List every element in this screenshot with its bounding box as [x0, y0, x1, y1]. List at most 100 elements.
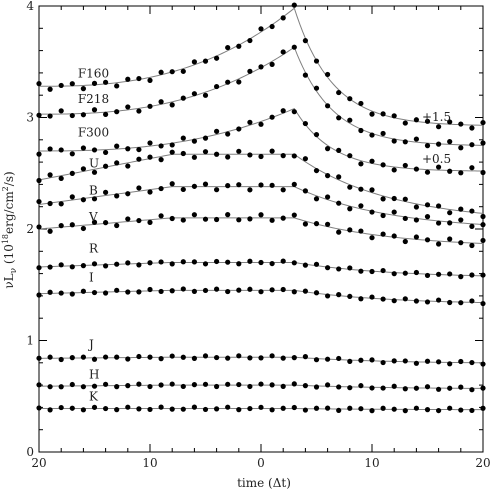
- data-point-f300: [413, 166, 419, 172]
- data-point-f218: [225, 79, 231, 85]
- data-point-k: [347, 405, 353, 411]
- data-point-v: [391, 233, 397, 239]
- data-point-r: [202, 261, 209, 267]
- data-point-j: [447, 361, 453, 367]
- data-point-u: [280, 153, 286, 159]
- data-point-u: [291, 153, 297, 159]
- data-point-j: [269, 353, 275, 359]
- data-point-u: [269, 148, 275, 154]
- data-point-f300: [114, 143, 120, 149]
- series-label-f160: F160: [78, 66, 109, 80]
- x-tick-label: 20: [475, 456, 490, 470]
- data-point-r: [336, 266, 342, 272]
- series-labels: F160 F218 F300 UBV R I J HK +1.5 +0.5: [78, 66, 451, 403]
- x-axis-label: time (Δt): [237, 476, 291, 490]
- data-point-i: [91, 289, 98, 296]
- data-point-f300: [325, 146, 331, 152]
- data-point-r: [247, 258, 253, 264]
- data-point-f160: [180, 68, 186, 74]
- data-point-u: [114, 160, 120, 166]
- data-point-f160: [247, 37, 253, 44]
- data-point-f300: [158, 143, 164, 149]
- data-point-f218: [169, 102, 175, 108]
- data-point-j: [291, 355, 297, 361]
- data-point-k: [247, 405, 253, 412]
- y-tick-label: 0: [26, 445, 34, 459]
- y-axis-label-mid: erg/cm: [2, 191, 16, 234]
- data-point-h: [380, 385, 386, 391]
- data-point-r: [325, 265, 331, 271]
- data-point-f160: [369, 111, 375, 117]
- data-point-u: [136, 156, 142, 162]
- series-label-v: V: [88, 210, 98, 224]
- data-point-f300: [180, 135, 186, 141]
- data-point-b: [103, 189, 109, 195]
- data-point-f300: [147, 140, 153, 146]
- data-point-i: [347, 293, 353, 300]
- data-point-f218: [147, 103, 153, 109]
- data-point-f160: [214, 55, 220, 61]
- data-point-f218: [191, 91, 197, 97]
- data-point-f160: [380, 111, 386, 117]
- data-point-f218: [336, 115, 342, 121]
- data-point-r: [347, 265, 353, 271]
- data-point-b: [358, 203, 364, 209]
- data-point-b: [424, 214, 431, 220]
- data-point-j: [214, 354, 220, 361]
- series-label-h: H: [89, 367, 99, 381]
- data-point-f160: [258, 26, 264, 32]
- data-point-u: [125, 163, 131, 169]
- data-point-f218: [269, 61, 275, 67]
- data-point-k: [180, 406, 186, 412]
- data-point-k: [336, 407, 342, 413]
- data-point-h: [336, 384, 342, 390]
- data-point-b: [258, 182, 264, 188]
- data-point-i: [458, 300, 464, 306]
- data-point-k: [114, 407, 120, 413]
- data-point-j: [347, 358, 353, 364]
- data-point-h: [436, 386, 442, 392]
- data-point-i: [358, 296, 364, 302]
- data-point-b: [114, 193, 120, 199]
- data-point-h: [480, 385, 486, 391]
- data-point-i: [136, 289, 142, 295]
- data-point-f160: [69, 81, 75, 87]
- data-point-f300: [402, 162, 408, 169]
- data-point-k: [436, 407, 442, 414]
- data-point-h: [291, 381, 297, 387]
- data-point-b: [458, 217, 464, 223]
- data-point-f218: [91, 107, 98, 113]
- data-point-f218: [80, 112, 86, 118]
- model-curve-f160: [39, 7, 484, 126]
- data-point-b: [80, 197, 86, 203]
- data-point-j: [358, 357, 364, 363]
- data-point-f300: [36, 151, 42, 157]
- data-point-f160: [236, 43, 242, 49]
- data-point-f218: [158, 99, 164, 105]
- data-point-f300: [214, 128, 220, 134]
- data-point-k: [103, 405, 109, 412]
- data-point-k: [358, 406, 364, 412]
- data-point-h: [136, 381, 142, 387]
- data-point-i: [480, 300, 486, 307]
- data-point-f160: [47, 86, 53, 92]
- data-point-v: [58, 223, 64, 229]
- series-label-j: J: [87, 337, 94, 351]
- data-point-u: [369, 187, 375, 193]
- data-point-v: [380, 231, 386, 237]
- data-point-r: [280, 258, 286, 264]
- data-point-f218: [125, 104, 131, 110]
- y-axis-label-paren: (10: [2, 244, 16, 268]
- data-point-u: [358, 186, 364, 192]
- data-point-h: [36, 382, 42, 388]
- data-point-f300: [58, 147, 64, 153]
- y-axis-label-suffix: /s): [2, 171, 16, 186]
- data-point-k: [458, 407, 464, 413]
- data-point-v: [369, 235, 375, 241]
- data-point-r: [180, 259, 186, 265]
- data-point-r: [369, 268, 375, 275]
- y-tick-label: 2: [26, 222, 34, 236]
- data-point-f160: [313, 58, 320, 64]
- data-point-h: [325, 382, 331, 388]
- data-point-r: [136, 262, 142, 268]
